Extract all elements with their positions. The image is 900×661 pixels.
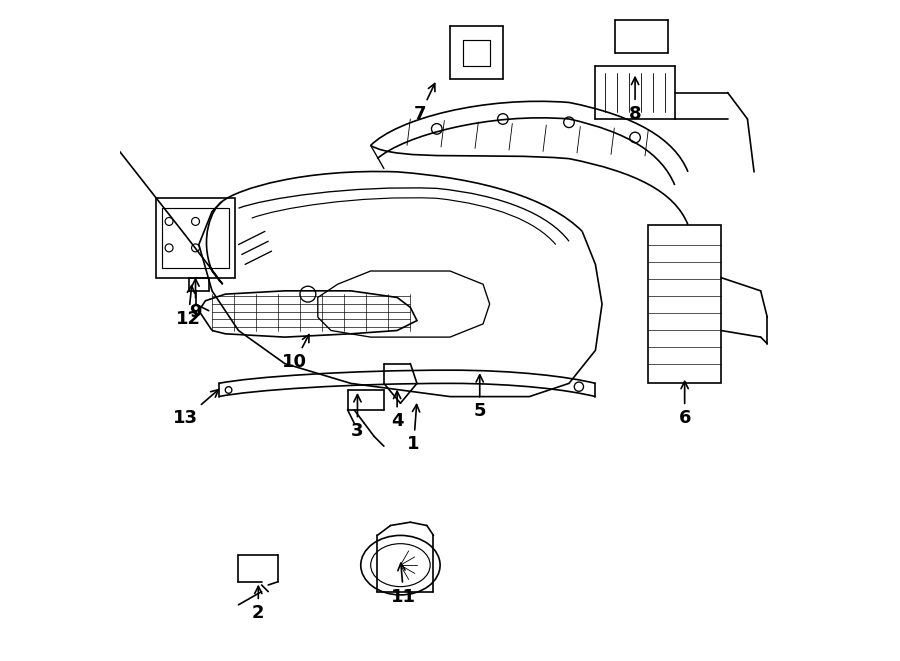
Text: 2: 2 bbox=[252, 586, 265, 622]
Text: 6: 6 bbox=[679, 381, 691, 427]
Text: 12: 12 bbox=[176, 286, 201, 328]
Text: 7: 7 bbox=[414, 83, 435, 123]
Text: 1: 1 bbox=[408, 405, 420, 453]
Text: 10: 10 bbox=[283, 334, 309, 371]
Text: 9: 9 bbox=[189, 279, 202, 321]
Text: 4: 4 bbox=[391, 391, 403, 430]
Text: 3: 3 bbox=[351, 395, 364, 440]
Text: 8: 8 bbox=[629, 77, 642, 123]
Text: 13: 13 bbox=[173, 390, 219, 427]
Text: 11: 11 bbox=[392, 563, 416, 605]
Text: 5: 5 bbox=[473, 375, 486, 420]
